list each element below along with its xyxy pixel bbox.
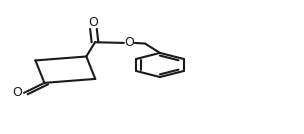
Text: O: O <box>12 86 22 99</box>
Text: O: O <box>88 16 98 29</box>
Text: O: O <box>124 36 134 49</box>
